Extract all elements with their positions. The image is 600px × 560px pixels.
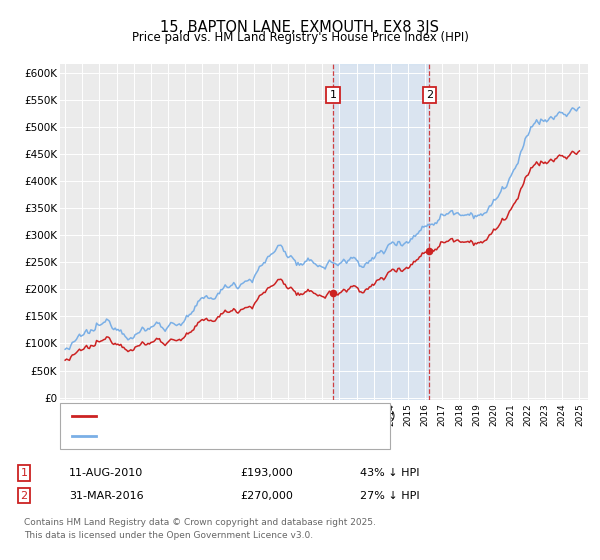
Text: 2: 2 (20, 491, 28, 501)
Text: 1: 1 (20, 468, 28, 478)
Text: 2: 2 (426, 90, 433, 100)
Text: 15, BAPTON LANE, EXMOUTH, EX8 3JS (detached house): 15, BAPTON LANE, EXMOUTH, EX8 3JS (detac… (102, 410, 395, 421)
Text: 15, BAPTON LANE, EXMOUTH, EX8 3JS: 15, BAPTON LANE, EXMOUTH, EX8 3JS (161, 20, 439, 35)
Text: £193,000: £193,000 (240, 468, 293, 478)
Bar (333, 64, 430, 400)
Text: 31-MAR-2016: 31-MAR-2016 (69, 491, 143, 501)
Text: 11-AUG-2010: 11-AUG-2010 (69, 468, 143, 478)
Text: 27% ↓ HPI: 27% ↓ HPI (360, 491, 419, 501)
Text: HPI: Average price, detached house, East Devon: HPI: Average price, detached house, East… (102, 431, 354, 441)
Text: 1: 1 (329, 90, 337, 100)
Text: £270,000: £270,000 (240, 491, 293, 501)
Text: Price paid vs. HM Land Registry's House Price Index (HPI): Price paid vs. HM Land Registry's House … (131, 31, 469, 44)
Text: Contains HM Land Registry data © Crown copyright and database right 2025.
This d: Contains HM Land Registry data © Crown c… (24, 519, 376, 540)
Text: 43% ↓ HPI: 43% ↓ HPI (360, 468, 419, 478)
